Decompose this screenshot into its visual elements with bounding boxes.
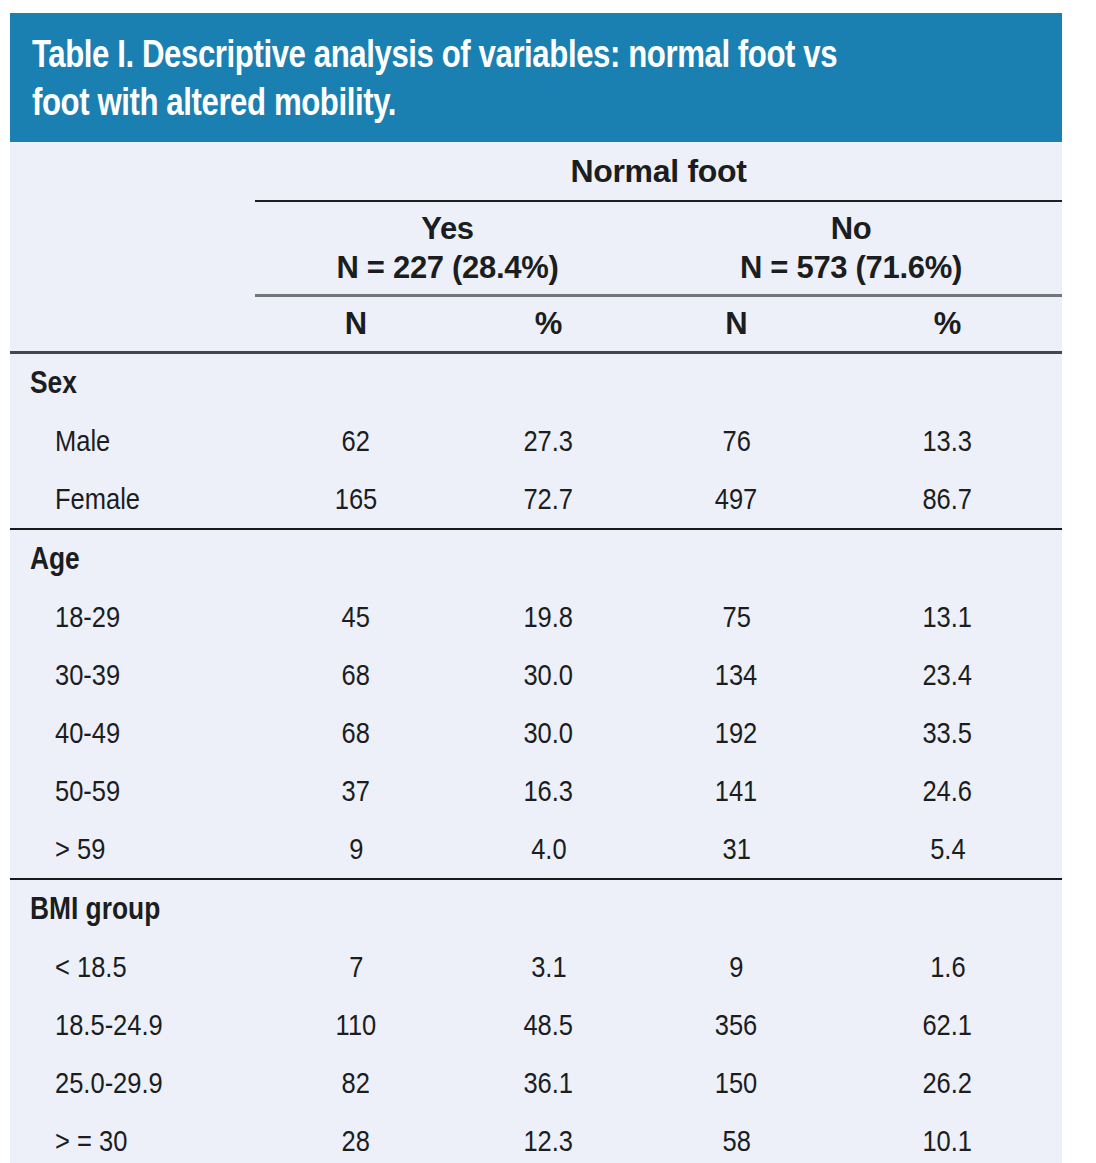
row-label: > = 30	[55, 1124, 127, 1158]
no-count: N = 573 (71.6%)	[640, 248, 1062, 287]
yes-label: Yes	[255, 209, 640, 248]
value-pct-no: 5.4	[930, 832, 965, 866]
row-label: 18.5-24.9	[55, 1008, 163, 1042]
table-row: 25.0-29.9 82 36.1 150 26.2	[10, 1054, 1062, 1112]
value-n-yes: 165	[335, 482, 378, 516]
value-pct-no: 13.1	[923, 600, 973, 634]
no-label: No	[640, 209, 1062, 248]
value-pct-yes: 27.3	[524, 424, 574, 458]
table-row: 50-59 37 16.3 141 24.6	[10, 762, 1062, 820]
value-n-yes: 7	[349, 950, 363, 984]
table-row: < 18.5 7 3.1 9 1.6	[10, 938, 1062, 996]
row-label: < 18.5	[55, 950, 127, 984]
value-pct-yes: 3.1	[531, 950, 566, 984]
table-row: Female 165 72.7 497 86.7	[10, 470, 1062, 528]
col-header-n-no: N	[640, 306, 833, 342]
value-n-no: 141	[715, 774, 758, 808]
value-pct-no: 10.1	[923, 1124, 973, 1158]
section-header-age: Age	[10, 530, 1062, 588]
value-n-no: 356	[715, 1008, 758, 1042]
column-group-header: Normal foot	[255, 153, 1062, 190]
value-n-no: 497	[715, 482, 758, 516]
row-label: > 59	[55, 832, 105, 866]
value-pct-yes: 48.5	[524, 1008, 574, 1042]
row-label: 18-29	[55, 600, 120, 634]
value-n-yes: 28	[342, 1124, 370, 1158]
value-pct-yes: 72.7	[524, 482, 574, 516]
yes-column-header: Yes N = 227 (28.4%)	[255, 209, 640, 287]
value-n-no: 76	[722, 424, 750, 458]
value-pct-yes: 36.1	[524, 1066, 574, 1100]
value-n-no: 58	[722, 1124, 750, 1158]
table-figure: Table I. Descriptive analysis of variabl…	[10, 13, 1062, 1163]
value-pct-no: 86.7	[923, 482, 973, 516]
value-pct-no: 23.4	[923, 658, 973, 692]
table-title-line1: Table I. Descriptive analysis of variabl…	[32, 30, 857, 78]
section-header-sex: Sex	[10, 354, 1062, 412]
value-n-yes: 68	[342, 716, 370, 750]
header-row-columns: N % N %	[10, 297, 1062, 351]
value-n-yes: 62	[342, 424, 370, 458]
value-n-yes: 37	[342, 774, 370, 808]
col-header-pct-yes: %	[457, 306, 640, 342]
row-label: 25.0-29.9	[55, 1066, 163, 1100]
col-header-pct-no: %	[833, 306, 1062, 342]
value-pct-yes: 19.8	[524, 600, 574, 634]
section-label: BMI group	[30, 891, 160, 927]
page: Table I. Descriptive analysis of variabl…	[0, 0, 1096, 1163]
value-n-yes: 68	[342, 658, 370, 692]
header-row-yesno: Yes N = 227 (28.4%) No N = 573 (71.6%)	[10, 202, 1062, 294]
value-pct-no: 24.6	[923, 774, 973, 808]
table-row: > 59 9 4.0 31 5.4	[10, 820, 1062, 878]
value-n-no: 150	[715, 1066, 758, 1100]
value-pct-yes: 12.3	[524, 1124, 574, 1158]
value-pct-yes: 4.0	[531, 832, 566, 866]
table-title-line2: foot with altered mobility.	[32, 78, 857, 126]
section-label: Age	[30, 541, 80, 577]
table-row: 30-39 68 30.0 134 23.4	[10, 646, 1062, 704]
value-n-yes: 82	[342, 1066, 370, 1100]
value-pct-no: 1.6	[930, 950, 965, 984]
section-header-bmi: BMI group	[10, 880, 1062, 938]
table-row: > = 30 28 12.3 58 10.1	[10, 1112, 1062, 1163]
value-pct-no: 33.5	[923, 716, 973, 750]
yes-count: N = 227 (28.4%)	[255, 248, 640, 287]
value-n-no: 192	[715, 716, 758, 750]
table-body: Normal foot Yes N = 227 (28.4%) No N = 5…	[10, 142, 1062, 1163]
no-column-header: No N = 573 (71.6%)	[640, 209, 1062, 287]
value-pct-yes: 30.0	[524, 716, 574, 750]
value-n-no: 75	[722, 600, 750, 634]
value-pct-no: 26.2	[923, 1066, 973, 1100]
value-n-yes: 110	[336, 1008, 377, 1042]
value-n-yes: 9	[349, 832, 363, 866]
value-pct-yes: 16.3	[524, 774, 574, 808]
row-label: 50-59	[55, 774, 120, 808]
table-row: 18.5-24.9 110 48.5 356 62.1	[10, 996, 1062, 1054]
row-label: Male	[55, 424, 110, 458]
header-row-group: Normal foot	[10, 142, 1062, 200]
value-pct-no: 62.1	[923, 1008, 973, 1042]
table-title-bar: Table I. Descriptive analysis of variabl…	[10, 13, 1062, 142]
table-row: 18-29 45 19.8 75 13.1	[10, 588, 1062, 646]
value-n-no: 31	[722, 832, 750, 866]
table-row: 40-49 68 30.0 192 33.5	[10, 704, 1062, 762]
value-n-no: 134	[715, 658, 758, 692]
row-label: 30-39	[55, 658, 120, 692]
value-pct-no: 13.3	[923, 424, 973, 458]
col-header-n-yes: N	[255, 306, 457, 342]
row-label: Female	[55, 482, 140, 516]
value-pct-yes: 30.0	[524, 658, 574, 692]
value-n-yes: 45	[342, 600, 370, 634]
row-label: 40-49	[55, 716, 120, 750]
section-label: Sex	[30, 365, 77, 401]
value-n-no: 9	[729, 950, 743, 984]
table-row: Male 62 27.3 76 13.3	[10, 412, 1062, 470]
